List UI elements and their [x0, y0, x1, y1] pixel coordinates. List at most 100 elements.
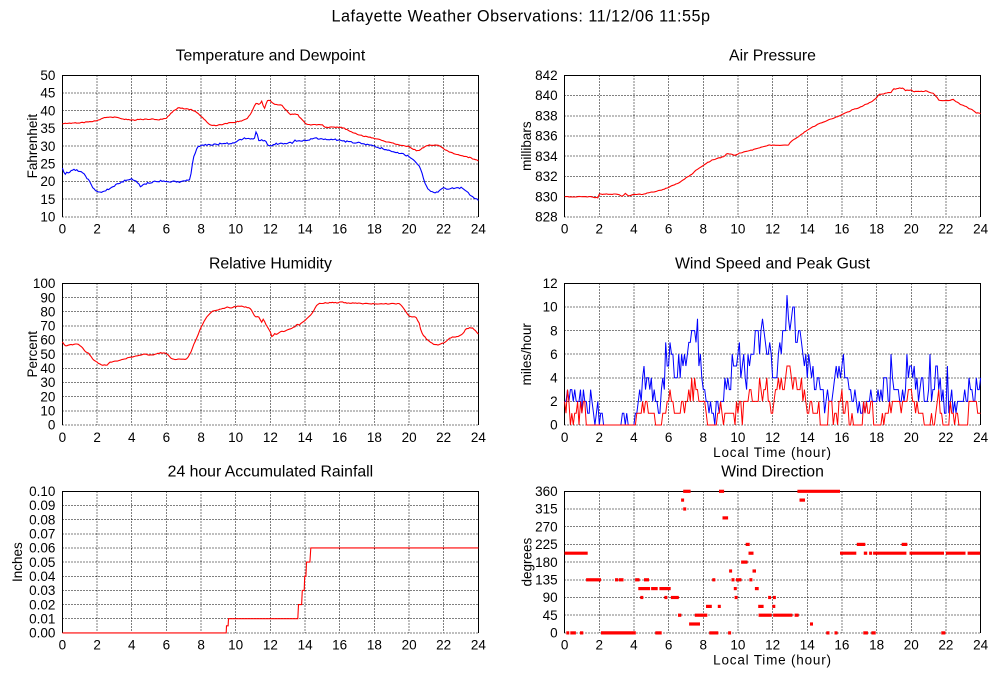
svg-text:14: 14 — [298, 222, 314, 237]
svg-text:10: 10 — [730, 430, 745, 445]
svg-text:40: 40 — [40, 361, 55, 376]
svg-text:2: 2 — [596, 222, 604, 237]
svg-text:832: 832 — [535, 169, 558, 184]
svg-text:12: 12 — [765, 430, 780, 445]
svg-text:20: 20 — [904, 638, 919, 653]
svg-text:20: 20 — [40, 389, 55, 404]
svg-text:8: 8 — [197, 638, 205, 653]
svg-text:45: 45 — [40, 86, 55, 101]
svg-text:0.00: 0.00 — [29, 626, 55, 641]
svg-text:Local Time (hour): Local Time (hour) — [713, 653, 832, 668]
svg-text:6: 6 — [665, 430, 673, 445]
svg-text:0: 0 — [561, 222, 569, 237]
svg-text:22: 22 — [938, 430, 953, 445]
svg-text:12: 12 — [263, 638, 278, 653]
svg-text:840: 840 — [535, 88, 558, 103]
svg-text:50: 50 — [40, 347, 55, 362]
svg-text:0: 0 — [561, 638, 569, 653]
svg-text:0.08: 0.08 — [29, 512, 55, 527]
svg-text:12: 12 — [543, 276, 558, 291]
svg-text:270: 270 — [535, 519, 558, 534]
svg-text:8: 8 — [700, 638, 708, 653]
svg-text:16: 16 — [834, 638, 849, 653]
svg-text:18: 18 — [367, 430, 382, 445]
svg-text:2: 2 — [93, 430, 101, 445]
svg-text:8: 8 — [197, 222, 205, 237]
svg-text:2: 2 — [93, 638, 101, 653]
svg-text:millibars: millibars — [519, 121, 534, 171]
svg-text:4: 4 — [630, 222, 638, 237]
svg-text:225: 225 — [535, 537, 558, 552]
svg-text:Local Time (hour): Local Time (hour) — [713, 445, 832, 460]
svg-text:40: 40 — [40, 103, 55, 118]
svg-text:4: 4 — [630, 430, 638, 445]
svg-text:8: 8 — [197, 430, 205, 445]
svg-text:834: 834 — [535, 149, 558, 164]
svg-text:degrees: degrees — [520, 537, 535, 586]
svg-text:100: 100 — [33, 276, 56, 291]
svg-text:836: 836 — [535, 129, 558, 144]
svg-text:Percent: Percent — [25, 331, 40, 378]
svg-text:16: 16 — [332, 430, 347, 445]
svg-text:18: 18 — [869, 638, 884, 653]
svg-text:10: 10 — [228, 430, 243, 445]
svg-text:Temperature and Dewpoint: Temperature and Dewpoint — [176, 48, 366, 65]
svg-text:0: 0 — [48, 418, 56, 433]
svg-text:20: 20 — [402, 222, 417, 237]
svg-text:842: 842 — [535, 68, 558, 83]
svg-text:8: 8 — [550, 323, 558, 338]
svg-text:Relative Humidity: Relative Humidity — [209, 256, 332, 273]
svg-text:22: 22 — [436, 638, 451, 653]
svg-text:miles/hour: miles/hour — [519, 323, 534, 386]
svg-text:12: 12 — [263, 222, 278, 237]
svg-text:90: 90 — [543, 590, 558, 605]
svg-text:Lafayette Weather Observations: Lafayette Weather Observations: 11/12/06… — [332, 8, 711, 26]
svg-text:0: 0 — [59, 222, 67, 237]
svg-text:0.06: 0.06 — [29, 541, 55, 556]
svg-text:6: 6 — [163, 430, 171, 445]
svg-text:6: 6 — [163, 222, 171, 237]
svg-text:4: 4 — [550, 371, 558, 386]
svg-text:0: 0 — [561, 430, 569, 445]
svg-text:10: 10 — [543, 300, 558, 315]
svg-text:12: 12 — [263, 430, 278, 445]
svg-text:18: 18 — [869, 222, 884, 237]
svg-text:14: 14 — [298, 430, 314, 445]
svg-text:12: 12 — [765, 222, 780, 237]
svg-text:8: 8 — [700, 430, 708, 445]
svg-text:0.04: 0.04 — [29, 569, 56, 584]
svg-text:22: 22 — [436, 222, 451, 237]
svg-text:828: 828 — [535, 210, 558, 225]
svg-text:10: 10 — [40, 404, 55, 419]
svg-text:4: 4 — [128, 222, 136, 237]
svg-text:6: 6 — [163, 638, 171, 653]
svg-text:20: 20 — [40, 174, 55, 189]
svg-text:20: 20 — [904, 222, 919, 237]
svg-text:180: 180 — [535, 555, 558, 570]
svg-text:14: 14 — [800, 430, 816, 445]
svg-text:70: 70 — [40, 319, 55, 334]
svg-text:135: 135 — [535, 573, 558, 588]
svg-text:45: 45 — [543, 608, 558, 623]
svg-text:0.10: 0.10 — [29, 484, 55, 499]
svg-text:20: 20 — [904, 430, 919, 445]
svg-text:50: 50 — [40, 68, 55, 83]
svg-text:24 hour Accumulated Rainfall: 24 hour Accumulated Rainfall — [168, 464, 373, 481]
svg-text:0: 0 — [59, 430, 67, 445]
svg-text:16: 16 — [834, 430, 849, 445]
svg-text:0: 0 — [550, 418, 558, 433]
svg-text:24: 24 — [471, 638, 487, 653]
svg-text:18: 18 — [367, 222, 382, 237]
svg-text:Air Pressure: Air Pressure — [729, 48, 816, 65]
svg-text:12: 12 — [765, 638, 780, 653]
svg-text:0.03: 0.03 — [29, 583, 55, 598]
svg-text:6: 6 — [550, 347, 558, 362]
svg-text:Fahrenheit: Fahrenheit — [25, 114, 40, 179]
svg-text:6: 6 — [665, 638, 673, 653]
svg-text:14: 14 — [298, 638, 314, 653]
svg-text:Inches: Inches — [10, 542, 25, 582]
svg-text:10: 10 — [730, 222, 745, 237]
svg-text:18: 18 — [367, 638, 382, 653]
svg-text:0.02: 0.02 — [29, 597, 55, 612]
svg-text:24: 24 — [973, 430, 989, 445]
